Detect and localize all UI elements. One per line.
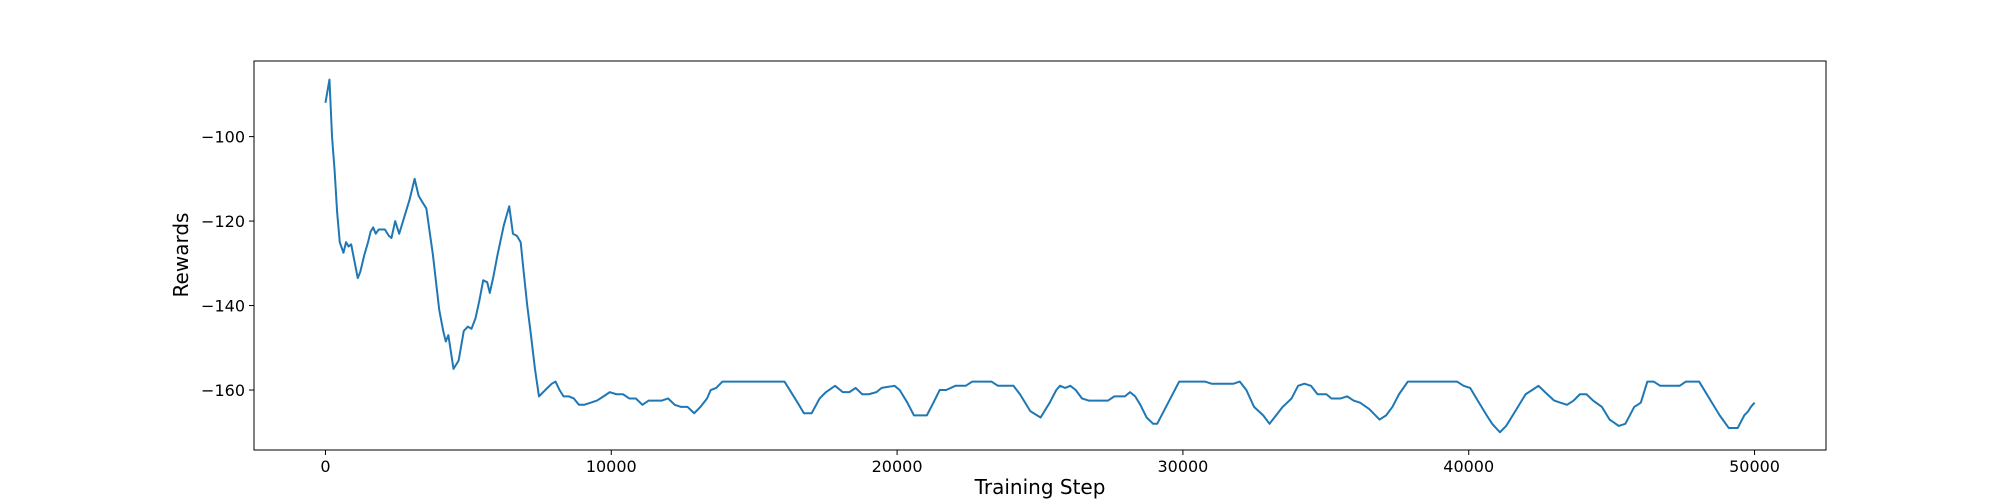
x-tick-label: 10000 (586, 457, 637, 476)
y-tick-label: −160 (201, 381, 245, 400)
y-tick-label: −140 (201, 297, 245, 316)
x-tick-label: 20000 (872, 457, 923, 476)
plot-frame (253, 60, 1827, 451)
y-tick-label: −120 (201, 212, 245, 231)
x-tick-label: 50000 (1729, 457, 1780, 476)
x-axis-label: Training Step (974, 475, 1106, 499)
y-axis-label: Rewards (169, 213, 193, 298)
x-tick-label: 0 (320, 457, 330, 476)
line (324, 78, 1756, 434)
x-tick-label: 30000 (1157, 457, 1208, 476)
y-tick-label: −100 (201, 128, 245, 147)
x-tick-label: 40000 (1443, 457, 1494, 476)
